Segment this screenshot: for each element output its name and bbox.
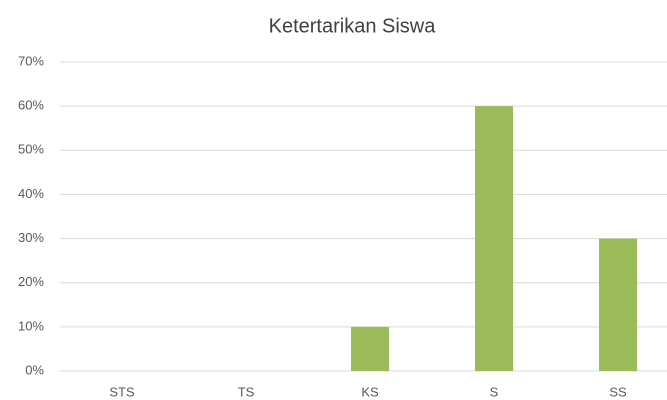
y-tick-label: 20% bbox=[18, 274, 44, 289]
y-tick-label: 70% bbox=[18, 53, 44, 68]
y-tick-label: 10% bbox=[18, 318, 44, 333]
y-tick-label: 40% bbox=[18, 186, 44, 201]
y-tick-label: 60% bbox=[18, 98, 44, 113]
x-tick-label: TS bbox=[238, 384, 255, 399]
y-tick-label: 30% bbox=[18, 230, 44, 245]
y-tick-label: 0% bbox=[25, 362, 44, 377]
x-tick-label: KS bbox=[361, 384, 379, 399]
bar bbox=[351, 326, 389, 371]
x-tick-label: STS bbox=[109, 384, 135, 399]
x-tick-label: SS bbox=[609, 384, 627, 399]
chart-title: Ketertarikan Siswa bbox=[269, 15, 437, 37]
bar bbox=[475, 106, 513, 372]
y-tick-label: 50% bbox=[18, 142, 44, 157]
bar bbox=[599, 238, 637, 371]
x-tick-label: S bbox=[490, 384, 499, 399]
